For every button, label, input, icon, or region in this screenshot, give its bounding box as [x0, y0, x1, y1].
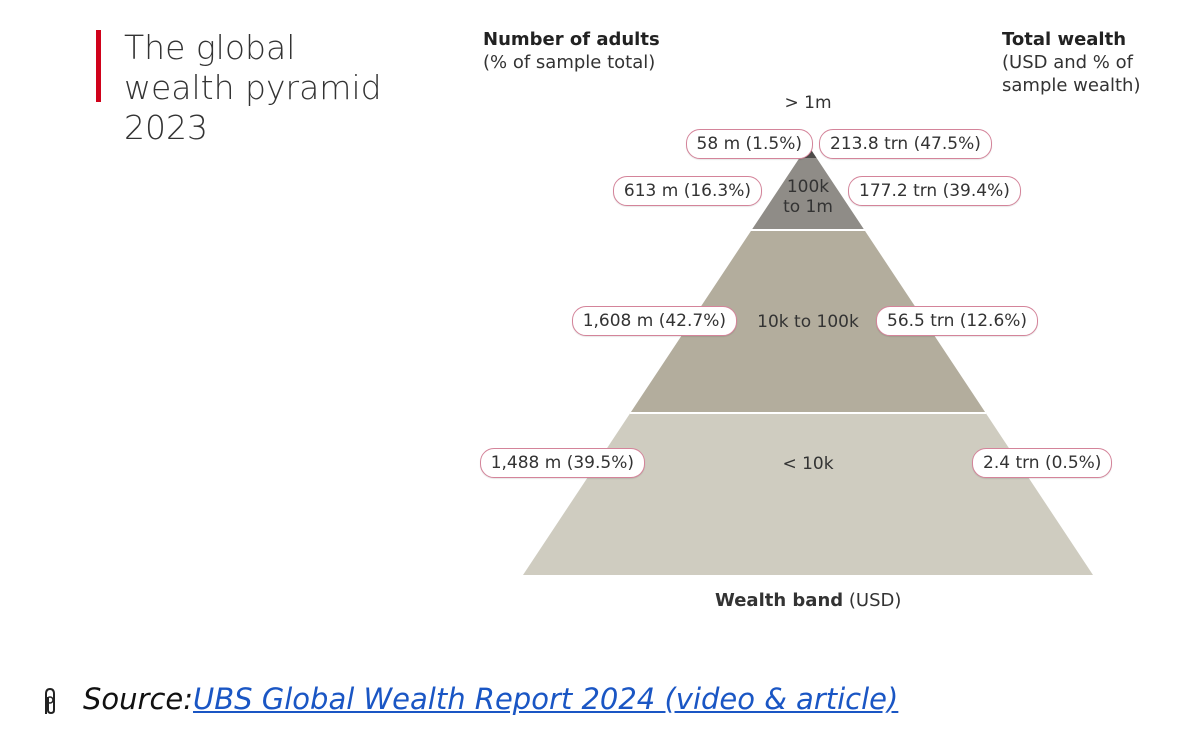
axis-label-title: Wealth band: [715, 590, 844, 611]
adults-pill: 58 m (1.5%): [685, 129, 813, 159]
band-100k-1m: [751, 158, 865, 230]
right-header-subtitle: (USD and % of sample wealth): [1002, 52, 1141, 96]
axis-label: Wealth band (USD): [715, 590, 901, 611]
band-label: 100k to 1m: [783, 177, 833, 217]
right-header-title: Total wealth: [1002, 29, 1127, 50]
clip-icon: [45, 687, 55, 715]
axis-label-unit: (USD): [848, 590, 902, 611]
band-under-10k: [523, 413, 1093, 575]
right-header: Total wealth (USD and % of sample wealth…: [1002, 28, 1152, 97]
left-header-subtitle: (% of sample total): [483, 52, 656, 73]
adults-pill: 613 m (16.3%): [612, 176, 762, 206]
left-header-title: Number of adults: [483, 29, 660, 50]
wealth-pill: 177.2 trn (39.4%): [848, 176, 1021, 206]
title: The global wealth pyramid 2023: [124, 28, 382, 147]
wealth-pill: 56.5 trn (12.6%): [876, 306, 1039, 336]
adults-pill: 1,608 m (42.7%): [571, 306, 737, 336]
wealth-pill: 2.4 trn (0.5%): [972, 448, 1113, 478]
band-label: > 1m: [784, 93, 832, 113]
band-label: 10k to 100k: [757, 312, 859, 332]
wealth-pill: 213.8 trn (47.5%): [819, 129, 992, 159]
source-prefix: Source:: [83, 682, 194, 716]
adults-pill: 1,488 m (39.5%): [479, 448, 645, 478]
accent-bar: [96, 30, 101, 102]
band-10k-100k: [630, 230, 986, 413]
source-line: Source:UBS Global Wealth Report 2024 (vi…: [83, 682, 898, 716]
left-header: Number of adults (% of sample total): [483, 28, 703, 74]
source-link[interactable]: UBS Global Wealth Report 2024 (video & a…: [193, 682, 899, 716]
band-label: < 10k: [782, 454, 834, 474]
